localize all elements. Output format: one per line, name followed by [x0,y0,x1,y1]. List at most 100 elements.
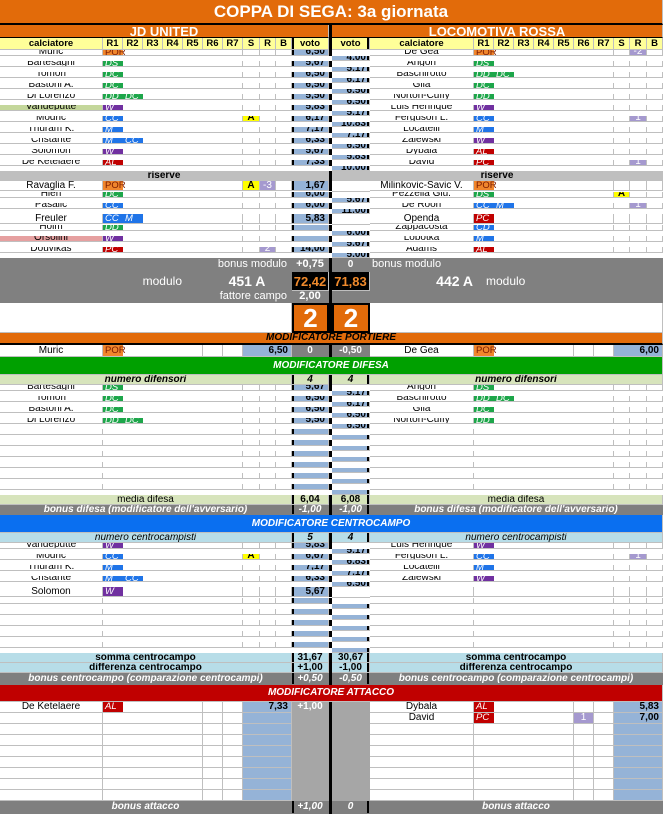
player-name [370,779,474,790]
player-name: Dybala [370,149,474,155]
bonus-cell [647,543,663,549]
reserves-label: riserve [332,171,663,181]
role-badge-w: W [103,236,123,241]
sanction-cell [243,225,260,231]
player-vote: 5,67 [332,241,370,247]
sanction-cell [243,631,260,637]
bonus-centrocampo: bonus centrocampo (comparazione centroca… [0,673,663,685]
player-roles [103,598,243,604]
player-vote: 6,50 [332,143,370,149]
sanction-cell [243,598,260,604]
bonus-cell [647,484,663,490]
differenza-centrocampo-away: -1,00 [332,663,370,673]
player-vote: 6,50 [332,423,370,429]
sanction-cell [614,620,630,626]
centrocampo-row: Solomon W 5,67 [0,587,663,598]
player-roles [103,724,203,735]
attacco-row: De Ketelaere AL 7,33 +1,00 Dybala AL 5,83 [0,702,663,713]
role-badge-pc: PC [474,160,494,165]
bonus-cell [276,160,292,166]
centrocampo-row: Cristante M CC 6,33 Zalewski W 6,50 [0,576,663,587]
centrocampo-count-away: 4 [332,533,370,543]
player-roles [103,779,203,790]
player-vote [332,603,370,609]
rating-bonus-cell [630,418,647,424]
separator [329,396,332,402]
role-badge-cc: CC [474,554,494,559]
player-roles: PC [103,247,243,253]
separator [329,663,332,673]
sanction-cell [614,565,630,571]
player-name [370,746,474,757]
bonus-cell [276,72,292,78]
role-badge-ds: DS [474,61,494,66]
player-roles [474,429,614,435]
rating-bonus-cell [260,127,276,133]
portiere-header: MODIFICATORE PORTIERE [0,333,663,345]
player-name: Baschirotto [370,72,474,78]
player-name: Tomori [0,396,103,402]
player-vote: 7,33 [292,160,329,166]
rating-bonus-cell: 1 [630,554,647,560]
starter-row: Solomon W 5,67 Dybala AL 5,83 [0,149,663,160]
rating-bonus-cell [630,181,647,191]
empty-cell [223,713,243,724]
player-roles: AL [103,160,243,166]
player-roles [474,609,614,615]
empty-cell [370,303,663,333]
player-vote: 7,33 [243,702,292,713]
player-roles: DS [103,61,243,67]
player-roles [103,609,243,615]
player-name: Pezzella Giu. [370,192,474,198]
col-r6: R6 [203,38,223,50]
bonus-cell [647,587,663,597]
player-roles: DC [103,407,243,413]
empty-cell [223,345,243,357]
rating-bonus-cell [260,587,276,597]
player-roles: DS [474,192,614,198]
sanction-cell [614,554,630,560]
player-vote: 5,17 [332,110,370,116]
player-name: Pasalic [0,203,103,209]
player-name: Dybala [370,702,474,713]
attacco-mod-home [292,768,329,779]
rating-bonus-cell [260,598,276,604]
attacco-mod-away [332,735,370,746]
sanction-cell [614,451,630,457]
centrocampo-count: numero centrocampisti 5 4 numero centrocamp… [0,533,663,543]
player-roles: PC [474,214,614,224]
player-roles: CC [474,554,614,560]
player-roles [474,484,614,490]
bonus-cell [276,138,292,144]
media-difesa: media difesa 6,04 6,08 media difesa [0,495,663,505]
player-name [370,724,474,735]
separator [329,258,332,272]
player-name: Zappacosta [370,225,474,231]
player-roles: DD DC [474,396,614,402]
bonus-cell [276,116,292,122]
rating-bonus-cell [260,149,276,155]
bonus-cell [276,94,292,100]
player-roles: W [474,105,614,111]
player-name: Milinkovic-Savic V. [370,181,474,191]
player-name [0,642,103,648]
rating-bonus-cell [630,451,647,457]
reserves-label: riserve [0,171,329,181]
separator [329,746,332,757]
separator [329,533,332,543]
player-vote: 5,17 [332,66,370,72]
separator [329,105,332,111]
player-vote: 6,83 [332,559,370,565]
player-name: Cristante [0,576,103,582]
attacco-mod-away [332,779,370,790]
bonus-cell [276,631,292,637]
player-vote [243,735,292,746]
player-name [0,779,103,790]
player-roles: M CC [103,138,243,144]
separator [329,291,332,303]
player-vote [332,224,370,225]
player-name [370,642,474,648]
portiere-header: MODIFICATORE PORTIERE [0,333,663,345]
reserve-row: Holm DD Zappacosta CD 6,00 [0,225,663,236]
media-difesa-label-home: media difesa [0,495,292,505]
